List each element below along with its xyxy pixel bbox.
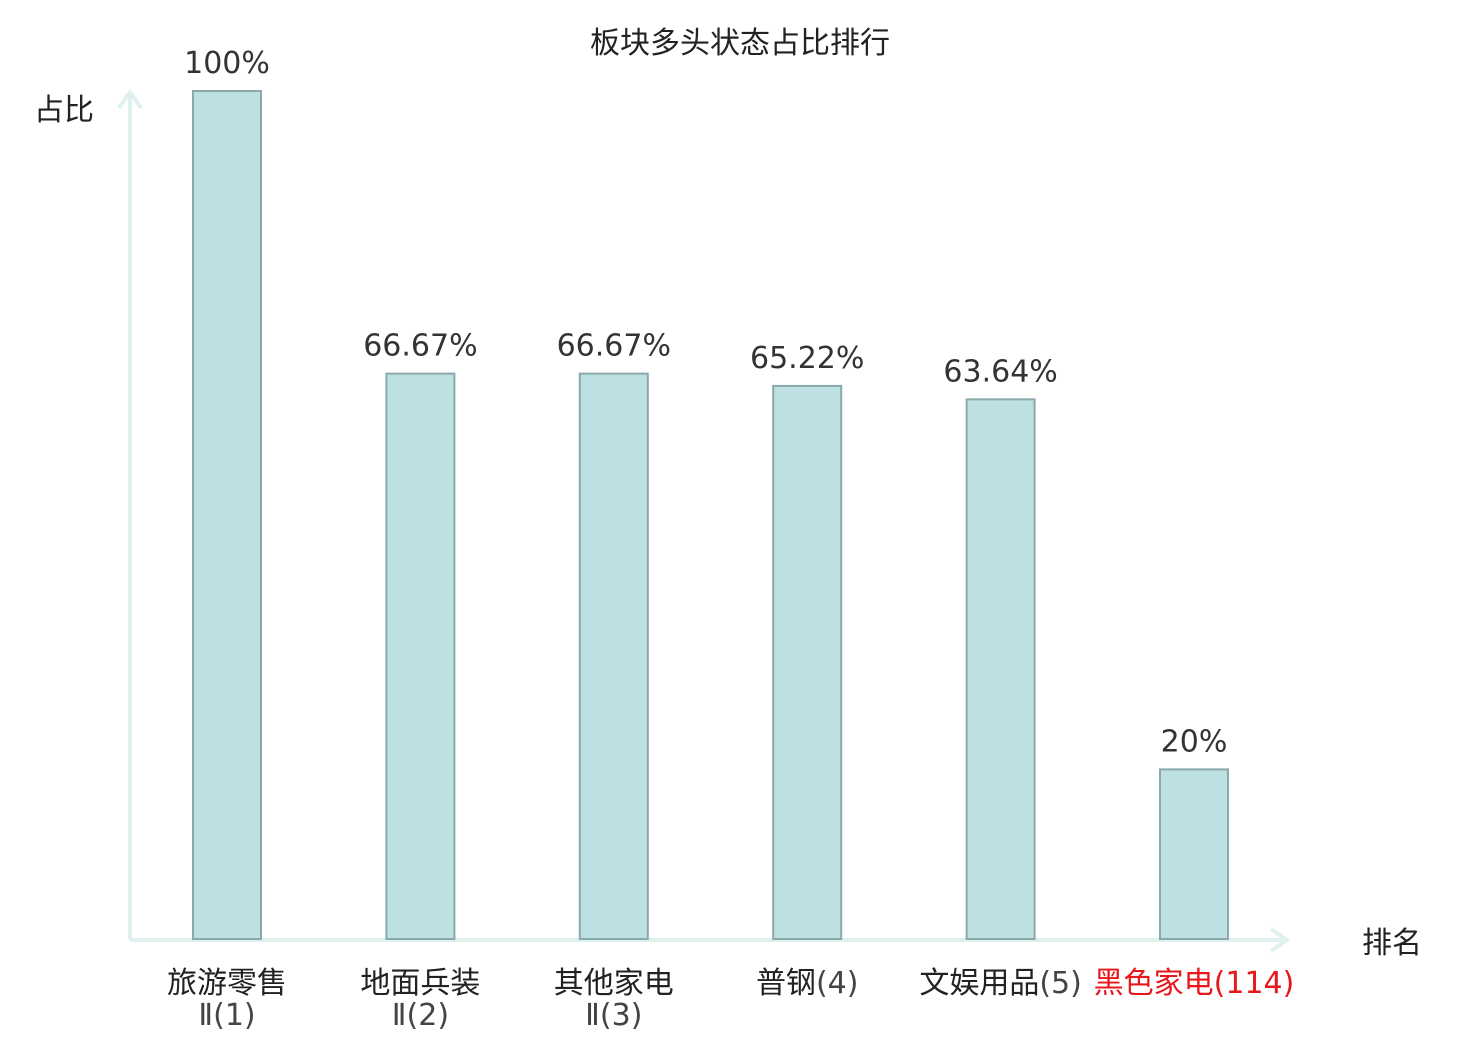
- x-tick-label-name: 黑色家电: [1094, 966, 1214, 1001]
- bar-value-label: 65.22%: [750, 341, 864, 376]
- x-tick-label: 文娱用品(5): [919, 966, 1082, 1001]
- bar: [192, 90, 262, 940]
- bars-group: [192, 90, 1229, 941]
- x-tick-label: 地面兵装: [360, 966, 480, 1001]
- bar: [385, 372, 456, 940]
- bar: [965, 398, 1036, 940]
- x-tick-label: 黑色家电(114): [1094, 966, 1295, 1001]
- x-tick-label-suffix: Ⅱ(2): [392, 998, 449, 1033]
- bar: [772, 384, 843, 940]
- bar-value-label: 63.64%: [943, 354, 1057, 389]
- bar: [578, 372, 649, 940]
- x-tick-label-name: 普钢: [756, 966, 816, 1001]
- x-axis-label: 排名: [1362, 926, 1422, 961]
- bar: [1159, 768, 1229, 941]
- y-axis-arrow: [117, 88, 143, 110]
- bar-value-label: 20%: [1161, 724, 1228, 759]
- x-tick-label-name: 地面兵装: [360, 966, 480, 1001]
- x-tick-label: 普钢(4): [756, 966, 859, 1001]
- bar-value-label: 66.67%: [363, 329, 477, 364]
- x-tick-label-suffix: Ⅱ(3): [585, 998, 642, 1033]
- x-tick-label-name: 文娱用品: [919, 966, 1039, 1001]
- chart-title: 板块多头状态占比排行: [590, 26, 890, 61]
- bar-value-label: 66.67%: [557, 329, 671, 364]
- bar-value-label: 100%: [184, 46, 270, 81]
- axes: [117, 88, 1291, 953]
- x-tick-label-rank: (5): [1039, 966, 1082, 1001]
- x-tick-label-name: 其他家电: [554, 966, 674, 1001]
- x-tick-label-name: 旅游零售: [167, 966, 287, 1001]
- x-tick-label-rank: (4): [816, 966, 859, 1001]
- value-labels-group: 100% 66.67% 66.67% 65.22% 63.64% 20%: [184, 46, 1227, 759]
- x-tick-label: 旅游零售: [167, 966, 287, 1001]
- y-axis-label: 占比: [34, 93, 94, 128]
- x-tick-label-rank: (114): [1214, 966, 1295, 1001]
- x-tick-label: 其他家电: [554, 966, 674, 1001]
- x-tick-label-suffix: Ⅱ(1): [198, 998, 255, 1033]
- x-axis-arrow: [1269, 927, 1291, 953]
